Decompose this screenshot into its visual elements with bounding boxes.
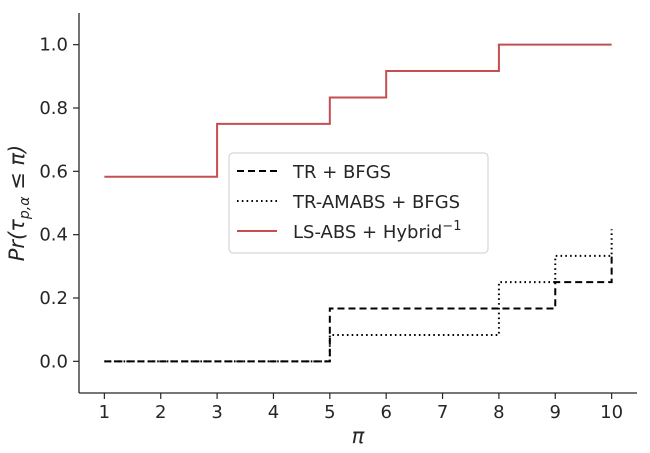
- y-tick-label: 0.6: [39, 161, 68, 182]
- legend-box: [228, 152, 489, 254]
- series-line-1: [104, 255, 613, 363]
- x-tick-label: 9: [550, 402, 561, 423]
- y-tick-label: 1.0: [39, 35, 68, 56]
- ticks: 1 2 3 4 5 6 7 8 9 10 0.0 0.2 0.4 0.6 0.8 1.0: [39, 35, 623, 423]
- plot-lines: [104, 43, 613, 363]
- axes: [78, 13, 637, 394]
- y-tick-label: 0.4: [39, 225, 68, 246]
- x-tick-label: 5: [324, 402, 335, 423]
- y-tick-label: 0.8: [39, 98, 68, 119]
- y-axis-label-rest: ≤ π): [5, 145, 29, 197]
- y-axis-label-subscript: p,α: [17, 196, 33, 220]
- series-line-3: [104, 43, 612, 178]
- y-tick-label: 0.2: [39, 288, 68, 309]
- y-axis-label-main: Pr(τ: [5, 219, 29, 261]
- legend-entry-1: TR + BFGS: [292, 162, 391, 183]
- x-tick-label: 1: [99, 402, 110, 423]
- legend: TR + BFGS TR-AMABS + BFGS LS-ABS + Hybrid−…: [228, 152, 489, 254]
- x-tick-label: 2: [155, 402, 166, 423]
- legend-superscript: −1: [442, 219, 461, 234]
- legend-entry-3: LS-ABS + Hybrid−1: [293, 219, 461, 243]
- x-tick-label: 8: [493, 402, 504, 423]
- x-tick-label: 7: [437, 402, 448, 423]
- x-tick-label: 3: [211, 402, 222, 423]
- legend-entry-2: TR-AMABS + BFGS: [292, 192, 460, 213]
- x-tick-label: 10: [600, 402, 623, 423]
- x-tick-label: 4: [268, 402, 279, 423]
- y-axis-label: Pr(τp,α ≤ π): [5, 145, 33, 262]
- x-tick-label: 6: [380, 402, 391, 423]
- y-tick-label: 0.0: [39, 351, 68, 372]
- x-axis-label: π: [352, 424, 365, 448]
